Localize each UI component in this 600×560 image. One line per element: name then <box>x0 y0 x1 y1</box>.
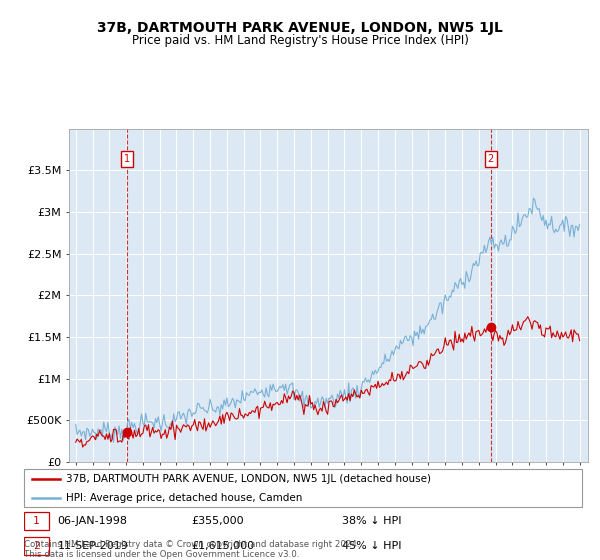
Text: £1,615,000: £1,615,000 <box>191 541 254 551</box>
Text: 1: 1 <box>33 516 40 526</box>
Text: 2: 2 <box>33 541 40 551</box>
Text: 11-SEP-2019: 11-SEP-2019 <box>58 541 128 551</box>
Text: 37B, DARTMOUTH PARK AVENUE, LONDON, NW5 1JL (detached house): 37B, DARTMOUTH PARK AVENUE, LONDON, NW5 … <box>66 474 431 484</box>
FancyBboxPatch shape <box>24 469 582 507</box>
Text: Contains HM Land Registry data © Crown copyright and database right 2024.
This d: Contains HM Land Registry data © Crown c… <box>24 540 359 559</box>
Text: £355,000: £355,000 <box>191 516 244 526</box>
Text: 2: 2 <box>487 154 494 164</box>
Text: 45% ↓ HPI: 45% ↓ HPI <box>342 541 401 551</box>
Text: 37B, DARTMOUTH PARK AVENUE, LONDON, NW5 1JL: 37B, DARTMOUTH PARK AVENUE, LONDON, NW5 … <box>97 21 503 35</box>
FancyBboxPatch shape <box>24 512 49 530</box>
Text: Price paid vs. HM Land Registry's House Price Index (HPI): Price paid vs. HM Land Registry's House … <box>131 34 469 46</box>
Text: HPI: Average price, detached house, Camden: HPI: Average price, detached house, Camd… <box>66 493 302 503</box>
Text: 06-JAN-1998: 06-JAN-1998 <box>58 516 127 526</box>
Text: 38% ↓ HPI: 38% ↓ HPI <box>342 516 401 526</box>
Text: 1: 1 <box>124 154 130 164</box>
FancyBboxPatch shape <box>24 536 49 555</box>
